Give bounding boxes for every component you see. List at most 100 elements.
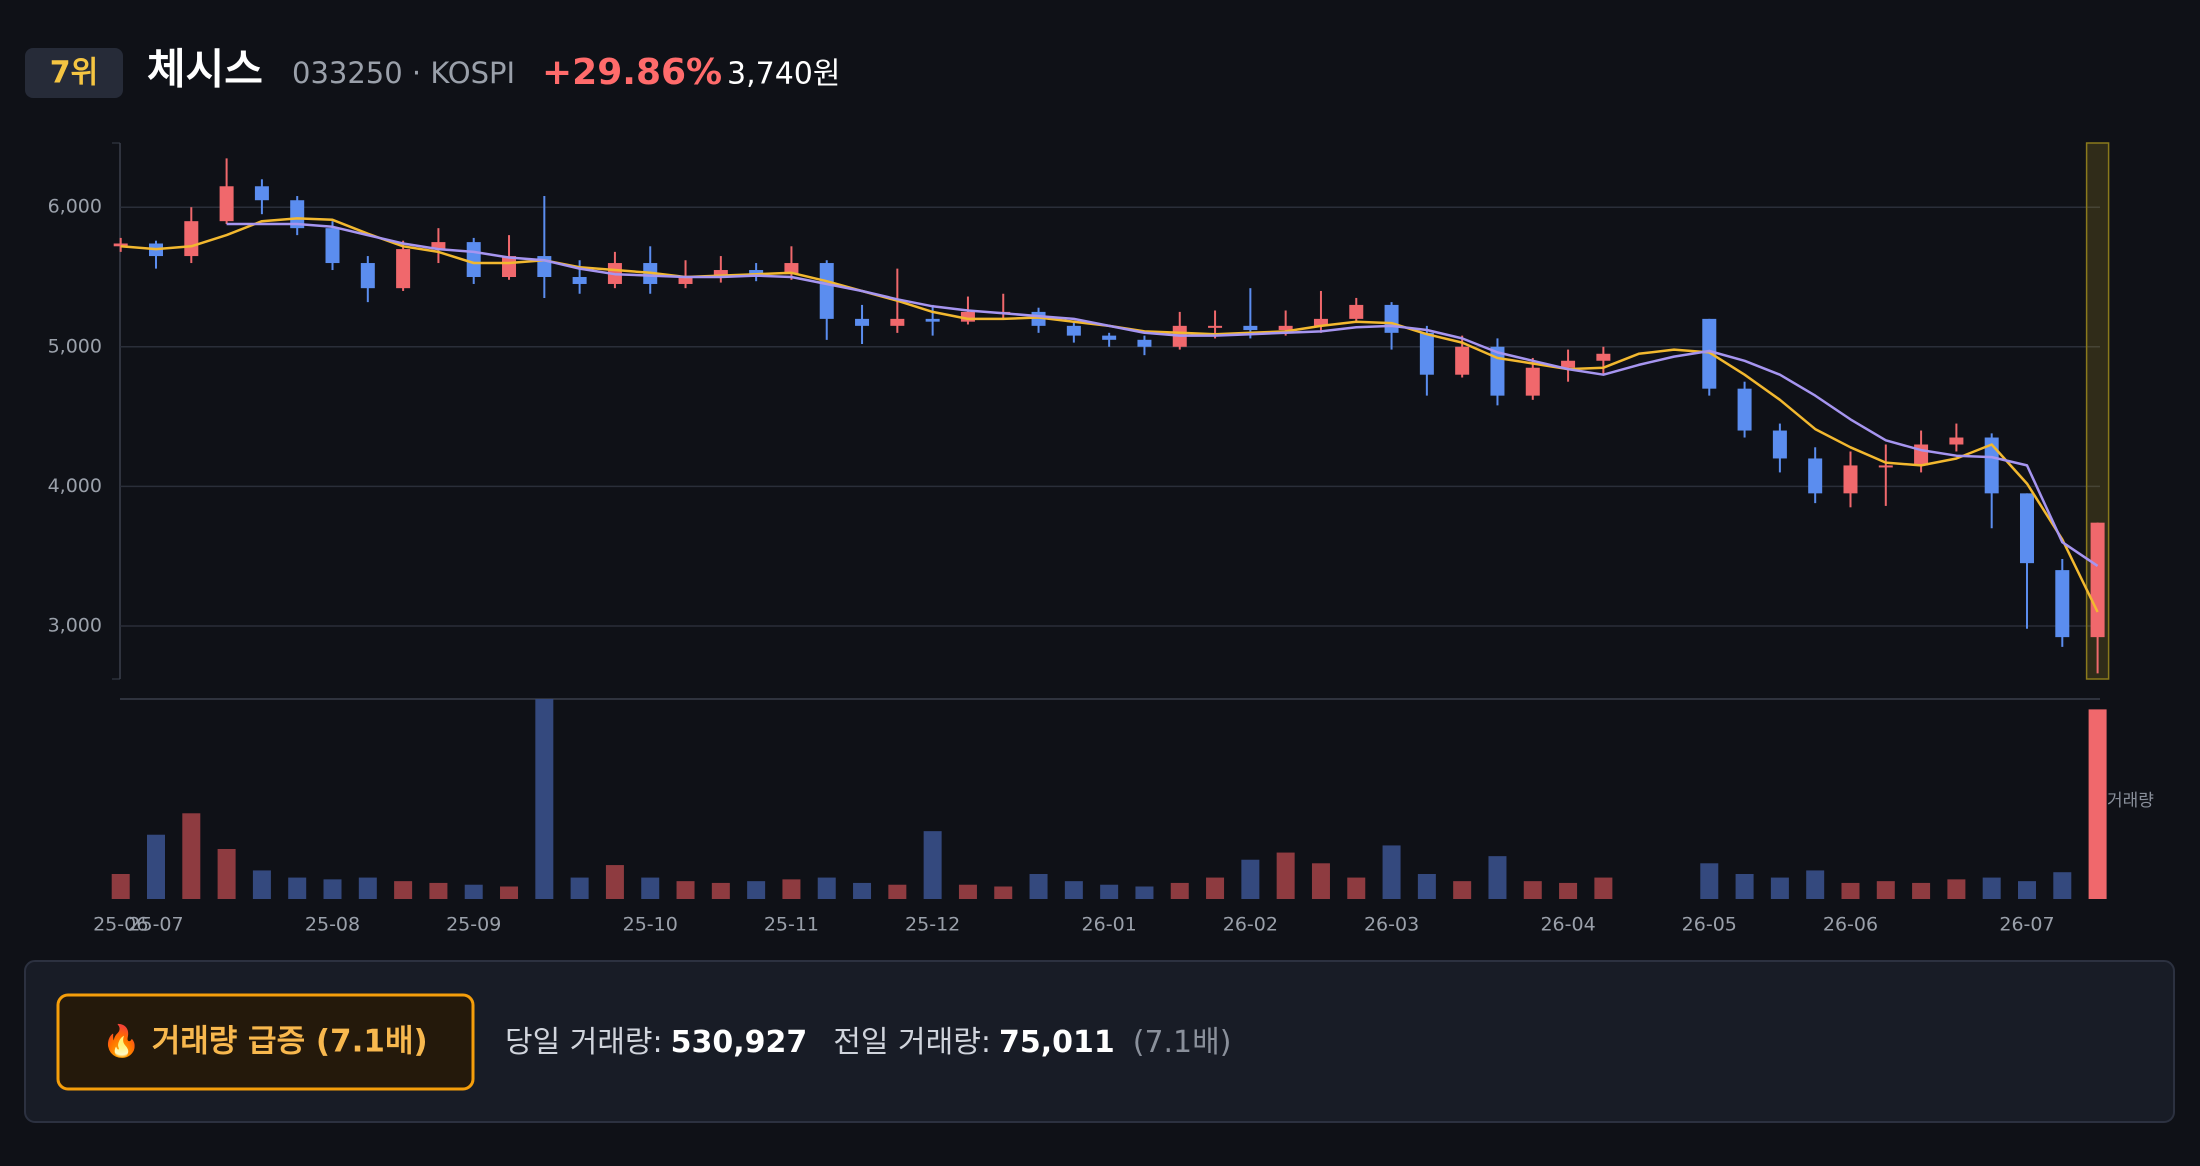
y-tick-label: 4,000 — [48, 475, 102, 497]
price: 3,740원 — [727, 57, 840, 92]
candle-body — [1102, 335, 1117, 340]
candle-body — [1843, 465, 1858, 494]
volume-bar — [1276, 852, 1295, 899]
volume-bar — [1382, 845, 1401, 899]
candle-body — [2055, 570, 2070, 638]
volume-bar — [1735, 874, 1754, 899]
x-tick-label: 25-08 — [305, 914, 360, 936]
candle-body — [713, 270, 728, 277]
volume-bar — [817, 877, 836, 899]
prev-value: 75,011 — [999, 1025, 1115, 1060]
candle-body — [184, 221, 199, 257]
candle-body — [1243, 325, 1258, 331]
volume-bar — [1417, 874, 1436, 899]
volume-bar — [641, 877, 660, 899]
volume-bar — [358, 877, 377, 899]
candle-body — [572, 277, 587, 284]
volume-bar — [605, 865, 624, 899]
stock-name: 체시스 — [147, 45, 263, 94]
x-tick-label: 26-05 — [1682, 914, 1737, 936]
volume-bar — [2088, 709, 2107, 899]
volume-bar — [252, 870, 271, 899]
x-tick-label: 25-10 — [623, 914, 678, 936]
candle-body — [290, 200, 305, 229]
candle-body — [1066, 325, 1081, 336]
volume-bar — [1876, 881, 1895, 899]
volume-bar — [1100, 884, 1119, 899]
candle-body — [1278, 325, 1293, 331]
candle-body — [396, 249, 411, 289]
x-tick-label: 26-01 — [1082, 914, 1137, 936]
candle-body — [219, 186, 234, 222]
candle-body — [254, 186, 269, 201]
prev-label: 전일 거래량: — [833, 1025, 991, 1060]
volume-bar — [1453, 881, 1472, 899]
candle-body — [784, 263, 799, 275]
candle-body — [502, 256, 517, 277]
candle-body — [2019, 493, 2034, 564]
candle-body — [1384, 304, 1399, 333]
volume-bar — [994, 886, 1013, 899]
volume-bar — [288, 877, 307, 899]
candle-body — [1596, 353, 1611, 361]
candle-body — [325, 228, 340, 264]
candle-body — [113, 243, 128, 247]
volume-bar — [1912, 882, 1931, 899]
candle-body — [749, 270, 764, 275]
volume-bar — [1170, 882, 1189, 899]
candle-body — [890, 318, 905, 326]
x-tick-label: 26-07 — [1999, 914, 2054, 936]
volume-bar — [1206, 877, 1225, 899]
volume-bar — [1029, 874, 1048, 899]
volume-bar — [958, 884, 977, 899]
volume-label: 거래량 — [2107, 791, 2154, 811]
candle-body — [678, 277, 693, 284]
volume-bar — [111, 874, 130, 899]
candle-body — [1878, 465, 1893, 468]
x-tick-label: 26-06 — [1823, 914, 1878, 936]
moving-average-line — [226, 222, 2099, 567]
volume-bar — [1559, 882, 1578, 899]
volume-bar — [1241, 859, 1260, 899]
footer-panel — [24, 960, 2175, 1123]
volume-bar — [676, 881, 695, 899]
volume-bar — [217, 849, 236, 899]
volume-bar — [1947, 879, 1966, 899]
today-label: 당일 거래량: — [505, 1025, 663, 1060]
candle-body — [960, 311, 975, 322]
candle-body — [1737, 388, 1752, 431]
volume-bar — [1347, 877, 1366, 899]
volume-bar — [888, 884, 907, 899]
candle-body — [431, 242, 446, 250]
volume-bar — [747, 881, 766, 899]
change-rate: +29.86% — [542, 52, 722, 93]
volume-bar — [394, 881, 413, 899]
x-tick-label: 26-04 — [1540, 914, 1595, 936]
volume-bar — [782, 879, 801, 899]
candle-body — [1525, 367, 1540, 396]
candle-body — [466, 242, 481, 277]
candle-body — [1984, 437, 1999, 494]
candle-body — [855, 318, 870, 326]
y-tick-label: 3,000 — [48, 614, 102, 636]
candle-body — [819, 263, 834, 319]
candle-body — [1949, 437, 1964, 445]
x-tick-label: 26-02 — [1223, 914, 1278, 936]
candle-body — [360, 263, 375, 289]
volume-bar — [182, 813, 201, 899]
volume-bar — [1594, 877, 1613, 899]
x-tick-label: 26-03 — [1364, 914, 1419, 936]
volume-bar — [2053, 872, 2072, 899]
volume-bar — [923, 831, 942, 899]
x-tick-label: 25-12 — [905, 914, 960, 936]
candle-body — [1208, 325, 1223, 328]
candle-body — [925, 318, 940, 322]
volume-bar — [500, 886, 519, 899]
volume-bar — [1064, 881, 1083, 899]
volume-bar — [1488, 856, 1507, 899]
volume-summary: 당일 거래량: 530,927 전일 거래량: 75,011 (7.1배) — [505, 1025, 1231, 1060]
rank-badge — [25, 48, 123, 98]
volume-surge-badge[interactable] — [56, 993, 475, 1091]
candle-body — [1561, 360, 1576, 368]
